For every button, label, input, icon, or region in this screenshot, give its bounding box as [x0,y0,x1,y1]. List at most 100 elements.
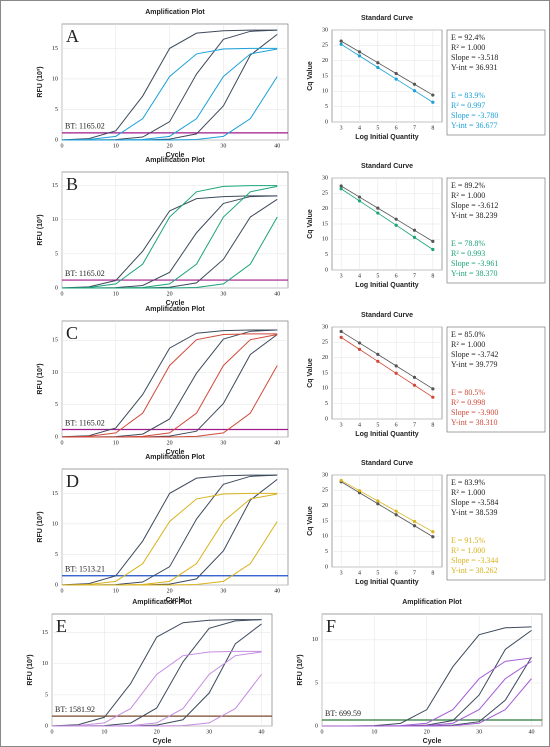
series-line [62,521,278,586]
x-tick-label: 0 [61,440,64,446]
chart-title: Amplification Plot [132,599,192,606]
point [412,383,417,387]
x-tick-label: 30 [220,143,226,149]
y-axis-label: RFU (10³) [27,654,34,685]
x-tick-label: 20 [167,588,173,594]
y-tick-label: 5 [55,552,58,558]
panel-letter: C [66,323,78,343]
x-tick-label: 10 [113,588,119,594]
point [431,530,435,534]
point [431,387,435,391]
x-tick-label: 10 [113,440,119,446]
y-tick-label: 10 [42,661,48,667]
stats-text: E = 80.5% [451,388,485,397]
stats-text: R² = 1.000 [451,488,485,497]
stats-text: Slope = -3.518 [451,53,498,62]
point [339,335,343,339]
stats-text: R² = 1.000 [451,546,485,555]
series-line [52,674,262,727]
x-tick-label: 5 [376,125,379,131]
y-tick-label: 15 [52,183,58,189]
threshold-label: BT: 1581.92 [55,705,95,714]
y-tick-label: 15 [52,46,58,52]
y-tick-label: 10 [312,637,318,643]
y-tick-label: 5 [325,252,328,258]
chart-title: Amplification Plot [145,157,205,164]
y-axis-label: Cq Value [307,61,314,91]
x-tick-label: 30 [206,729,212,735]
y-tick-label: 15 [52,338,58,344]
series-line [61,474,278,586]
stats-text: Y-int = 38.310 [451,418,498,427]
point [357,347,362,351]
x-tick-label: 8 [431,422,434,428]
y-axis-label: Cq Value [307,358,314,388]
point [339,478,343,483]
stats-text: Slope = -3.780 [451,111,498,120]
y-tick-label: 10 [322,237,328,243]
y-tick-label: 5 [325,549,328,555]
stats-text: Y-int = 36.931 [451,63,498,72]
x-tick-label: 0 [61,291,64,297]
x-axis-label: Log Initial Quantity [355,134,418,141]
x-tick-label: 4 [358,273,361,279]
x-axis-label: Log Initial Quantity [355,431,418,438]
y-axis-label: RFU (10³) [37,511,44,542]
y-tick-label: 0 [55,285,58,291]
y-tick-label: 5 [55,107,58,113]
y-tick-label: 5 [315,680,318,686]
x-tick-label: 3 [340,273,343,279]
x-tick-label: 40 [274,291,280,297]
point [412,524,417,528]
y-tick-label: 0 [55,137,58,143]
y-tick-label: 0 [325,564,328,570]
y-tick-label: 0 [315,723,318,729]
y-tick-label: 15 [42,630,48,636]
x-tick-label: 5 [376,422,379,428]
point [394,223,398,227]
series-line [61,47,278,141]
x-tick-label: 6 [395,273,398,279]
series-line [51,619,262,727]
y-tick-label: 25 [322,43,328,49]
series-line [340,337,434,398]
threshold-label: BT: 1513.21 [65,565,105,574]
y-tick-label: 25 [322,340,328,346]
plot-area [61,23,289,141]
series-line [340,480,434,533]
stats-text: E = 85.0% [451,330,485,339]
series-line [340,185,434,242]
stats-text: E = 91.5% [451,536,485,545]
y-axis-label: RFU (10³) [37,363,44,394]
point [339,184,343,188]
x-tick-label: 20 [167,143,173,149]
series-line [322,678,532,727]
chart-title: Standard Curve [361,312,413,319]
point [394,71,398,76]
y-tick-label: 10 [322,534,328,540]
x-tick-label: 40 [274,440,280,446]
stats-text: E = 83.9% [451,91,485,100]
point [376,502,380,506]
x-tick-label: 30 [220,588,226,594]
series-line [340,188,434,250]
y-tick-label: 0 [325,119,328,125]
stats-text: Y-int = 39.779 [451,360,498,369]
x-tick-label: 40 [274,588,280,594]
series-line [62,365,278,438]
point [376,211,380,215]
x-tick-label: 4 [358,570,361,576]
y-tick-label: 15 [322,73,328,79]
y-tick-label: 5 [325,401,328,407]
point [394,513,398,517]
point [357,50,362,54]
plot-area [61,468,289,586]
chart-title: Amplification Plot [402,599,462,606]
series-line [340,331,434,390]
x-tick-label: 40 [259,729,265,735]
point [412,519,417,524]
x-tick-label: 7 [413,125,416,131]
point [431,100,435,104]
point [394,364,398,368]
